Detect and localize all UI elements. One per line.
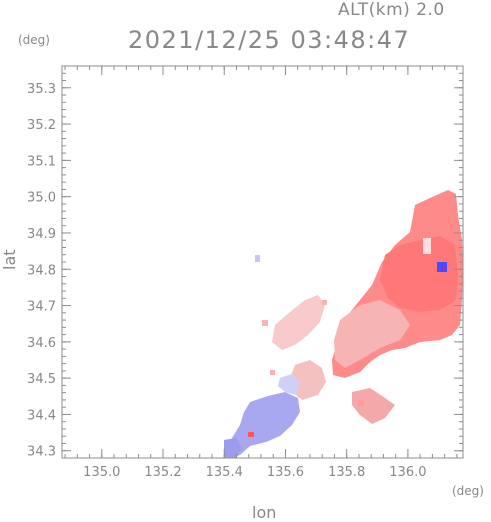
echo-red-pixel [248, 432, 254, 437]
echo-speck [270, 370, 275, 375]
y-tick-label: 34.5 [27, 372, 56, 387]
echo-region-negative [226, 392, 300, 458]
y-tick-label: 34.9 [27, 227, 56, 242]
echo-blue-pixel [437, 262, 447, 272]
echo-speck [255, 255, 260, 262]
x-tick-label: 135.8 [328, 465, 365, 480]
x-tick-label: 135.4 [206, 465, 243, 480]
x-axis-unit: (deg) [452, 484, 484, 498]
echo-region-mid [272, 295, 325, 350]
y-tick-label: 34.3 [27, 445, 56, 460]
echo-region-light-positive [334, 300, 410, 368]
x-axis-ticks: 135.0 135.2 135.4 135.6 135.8 136.0 [83, 66, 427, 480]
echo-region-core [380, 236, 458, 312]
y-tick-label: 34.6 [27, 336, 56, 351]
echo-region-negative-south [224, 438, 242, 458]
y-tick-label: 35.2 [27, 118, 56, 133]
echo-region-mid2 [290, 360, 326, 400]
y-axis-unit: (deg) [18, 33, 50, 47]
echo-white-patch [423, 238, 431, 254]
y-tick-label: 35.0 [27, 191, 56, 206]
velocity-field [224, 190, 463, 458]
y-tick-label: 35.1 [27, 154, 56, 169]
altitude-label: ALT(km) 2.0 [338, 0, 445, 20]
y-tick-label: 34.8 [27, 263, 56, 278]
echo-region-east-small [352, 388, 395, 424]
echo-speck [322, 300, 327, 305]
y-tick-label: 34.4 [27, 408, 56, 423]
y-tick-label: 35.3 [27, 82, 56, 97]
timestamp-title: 2021/12/25 03:48:47 [128, 26, 411, 54]
echo-speck [358, 400, 364, 406]
echo-region-negative-light [278, 374, 300, 395]
x-tick-label: 136.0 [389, 465, 426, 480]
x-tick-label: 135.0 [83, 465, 120, 480]
x-axis-label: lon [252, 503, 277, 522]
x-tick-label: 135.6 [267, 465, 304, 480]
x-tick-label: 135.2 [144, 465, 181, 480]
echo-speck [262, 320, 268, 326]
y-tick-label: 34.7 [27, 300, 56, 315]
y-axis-ticks: 34.3 34.4 34.5 34.6 34.7 34.8 34.9 35.0 35.1 35.2… [27, 82, 463, 460]
